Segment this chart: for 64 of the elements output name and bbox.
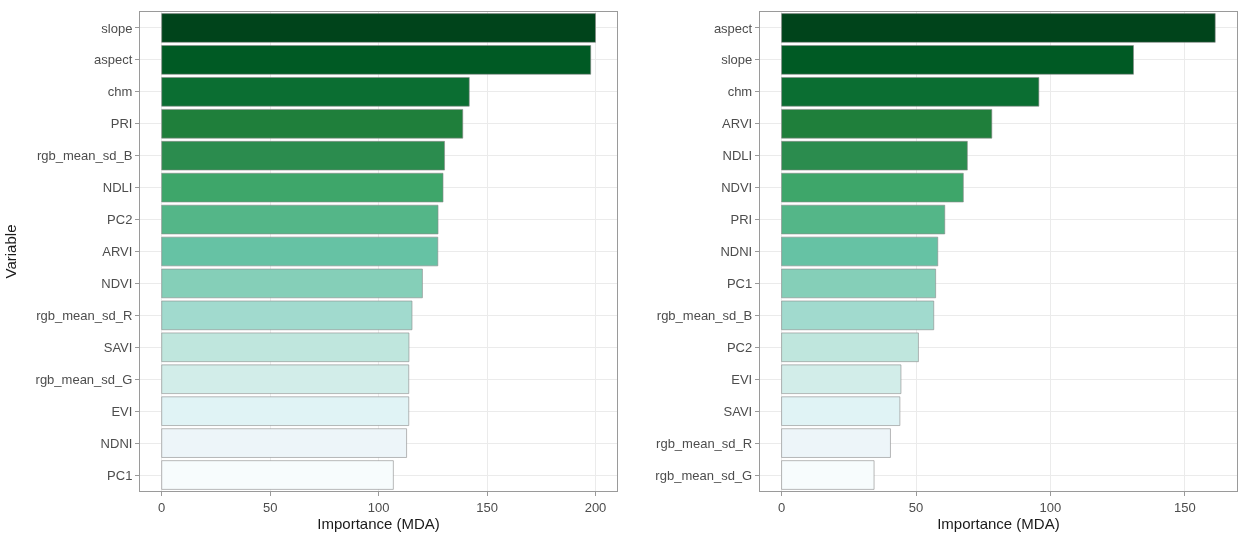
bar bbox=[781, 45, 1134, 75]
bar bbox=[161, 109, 464, 139]
y-tick-label: PRI bbox=[110, 116, 133, 132]
x-axis-title: Importance (MDA) bbox=[317, 514, 440, 532]
bar bbox=[781, 332, 919, 362]
bar bbox=[781, 13, 1216, 43]
y-tick-label: rgb_mean_sd_G bbox=[35, 371, 133, 387]
bar bbox=[781, 109, 993, 139]
bar bbox=[781, 460, 875, 490]
y-tick-label: ARVI bbox=[102, 244, 133, 260]
bar bbox=[781, 428, 891, 458]
bar bbox=[161, 13, 596, 43]
y-tick-label: SAVI bbox=[723, 403, 753, 419]
y-tick-label: PC2 bbox=[726, 339, 753, 355]
bar bbox=[161, 460, 394, 490]
bar bbox=[781, 364, 902, 394]
bar bbox=[781, 141, 968, 171]
bar bbox=[161, 77, 470, 107]
x-tick-label: 100 bbox=[1039, 499, 1062, 515]
x-tick-label: 150 bbox=[476, 499, 498, 515]
x-tick-label: 50 bbox=[908, 499, 924, 515]
y-tick-label: PRI bbox=[730, 212, 753, 228]
bar bbox=[781, 300, 935, 331]
y-axis-title: Variable bbox=[1, 224, 19, 279]
y-tick-label: chm bbox=[727, 84, 753, 100]
y-tick-label: aspect bbox=[94, 52, 133, 68]
y-tick-label: NDVI bbox=[721, 180, 753, 196]
y-tick-label: rgb_mean_sd_B bbox=[656, 307, 753, 323]
bar bbox=[161, 141, 445, 171]
y-tick-label: chm bbox=[107, 84, 133, 100]
bar bbox=[161, 428, 407, 458]
y-tick-label: rgb_mean_sd_R bbox=[656, 435, 753, 451]
y-tick-label: rgb_mean_sd_G bbox=[655, 467, 753, 483]
x-axis-title: Importance (MDA) bbox=[937, 514, 1060, 532]
bar bbox=[161, 332, 410, 362]
x-tick-label: 200 bbox=[584, 499, 607, 515]
x-tick-label: 150 bbox=[1173, 499, 1196, 515]
y-tick-label: ARVI bbox=[722, 116, 753, 132]
y-tick-label: rgb_mean_sd_R bbox=[36, 307, 133, 323]
y-tick-label: NDLI bbox=[722, 148, 753, 164]
x-tick-label: 0 bbox=[158, 499, 166, 515]
y-tick-label: rgb_mean_sd_B bbox=[36, 148, 133, 164]
bar bbox=[161, 364, 410, 394]
y-tick-label: NDNI bbox=[720, 244, 753, 260]
x-tick-label: 50 bbox=[262, 499, 278, 515]
x-tick-label: 0 bbox=[777, 499, 786, 515]
bar bbox=[161, 300, 413, 331]
y-tick-label: SAVI bbox=[103, 339, 133, 355]
y-tick-label: PC1 bbox=[107, 467, 133, 483]
bar bbox=[781, 77, 1040, 107]
y-tick-label: NDLI bbox=[102, 180, 133, 196]
y-tick-label: NDNI bbox=[100, 435, 133, 451]
y-tick-label: NDVI bbox=[101, 275, 133, 291]
y-tick-label: slope bbox=[721, 52, 753, 68]
y-tick-label: EVI bbox=[731, 371, 753, 387]
bar bbox=[781, 172, 964, 203]
y-tick-label: EVI bbox=[111, 403, 133, 419]
y-tick-label: aspect bbox=[713, 20, 753, 36]
y-tick-label: slope bbox=[101, 20, 133, 36]
y-tick-label: PC1 bbox=[726, 275, 753, 291]
bar bbox=[161, 45, 592, 75]
y-tick-label: PC2 bbox=[107, 212, 133, 228]
x-tick-label: 100 bbox=[367, 499, 390, 515]
bar bbox=[161, 172, 444, 203]
